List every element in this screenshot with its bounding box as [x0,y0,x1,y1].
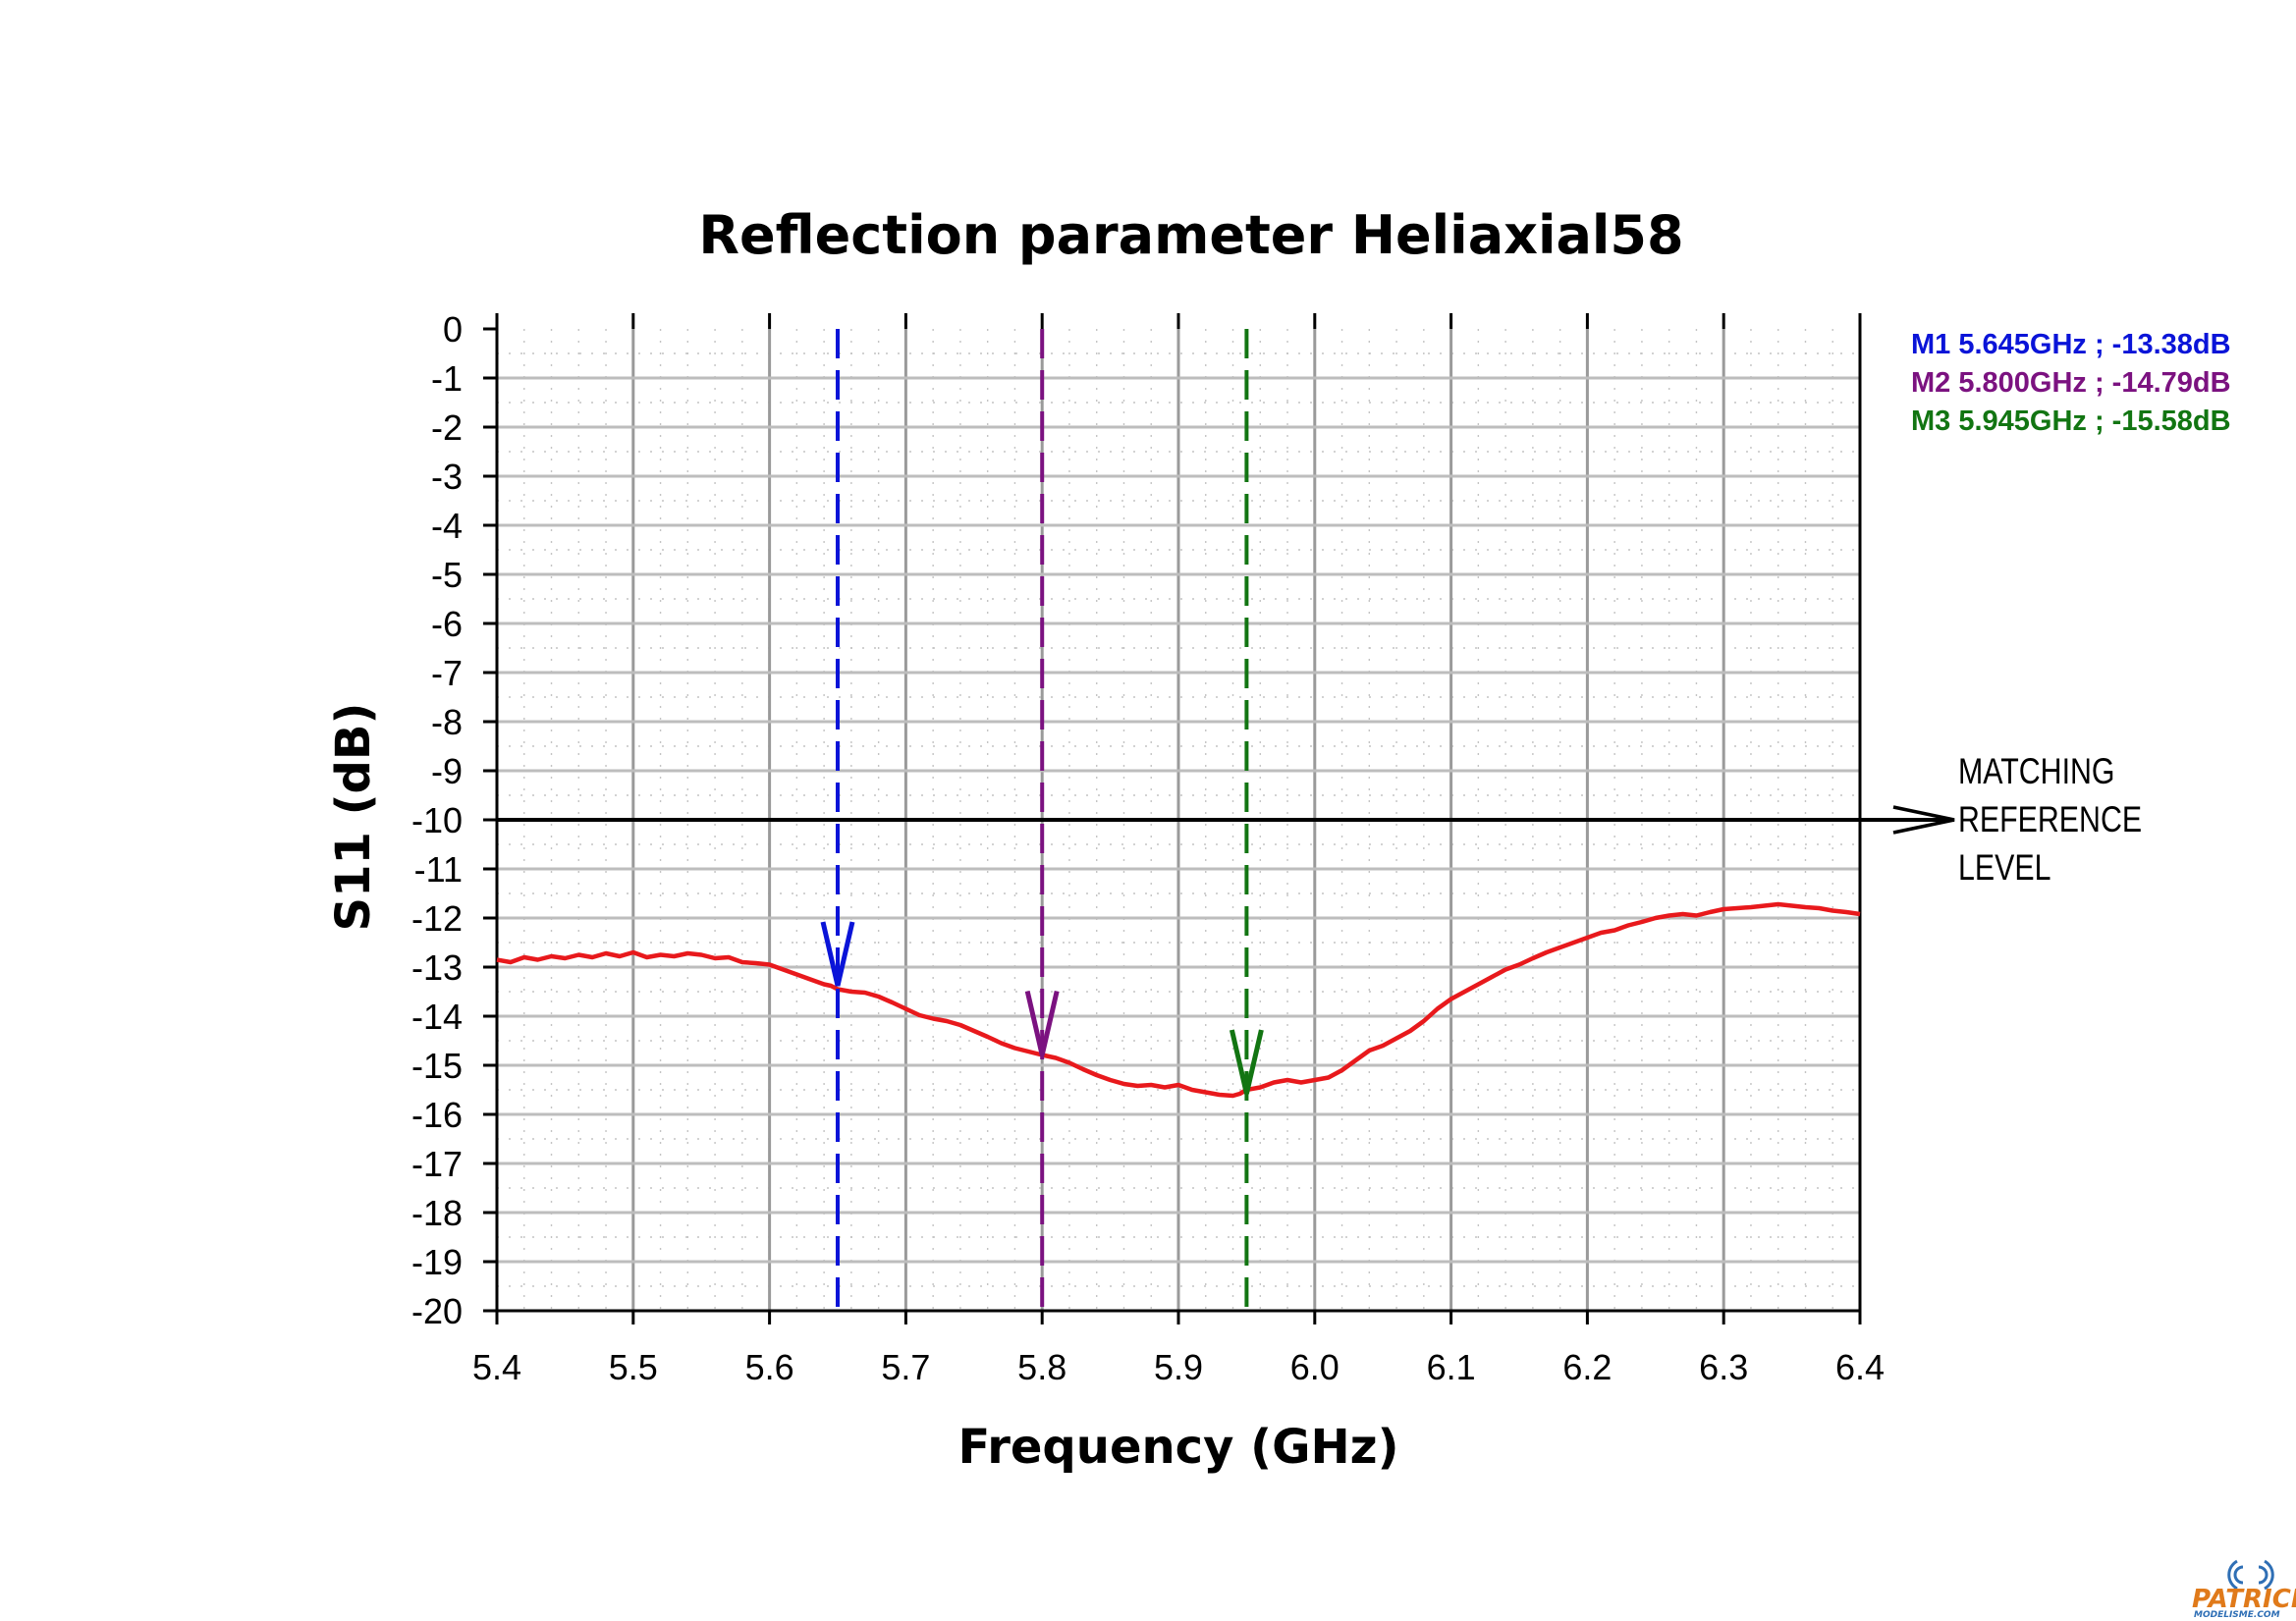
y-tick-label: -13 [411,947,463,988]
x-tick-label: 5.5 [609,1347,658,1387]
marker-label-m3: M3 5.945GHz ; -15.58dB [1911,405,2231,437]
y-tick-label: 0 [443,309,463,350]
reference-label-line: LEVEL [1958,847,2050,889]
series-line [496,901,1861,1099]
y-tick-label: -1 [431,358,463,399]
x-axis-title: Frequency (GHz) [957,1420,1398,1475]
y-tick-label: -20 [411,1291,463,1331]
x-tick-label: 5.6 [745,1347,794,1387]
x-tick-label: 5.4 [472,1347,521,1387]
chart-title: Reflection parameter Heliaxial58 [698,204,1683,266]
logo-subtitle: MODELISME.COM [2194,1610,2280,1620]
y-tick-label: -19 [411,1242,463,1282]
x-tick-label: 6.4 [1835,1347,1885,1387]
y-tick-label: -7 [431,653,463,693]
y-tick-label: -4 [431,506,463,546]
x-tick-label: 5.9 [1154,1347,1203,1387]
x-tick-label: 5.7 [881,1347,930,1387]
reference-arrow-icon [1892,805,1955,835]
reference-label: MATCHING REFERENCE LEVEL [1958,751,2142,889]
reference-label-line: MATCHING [1958,751,2115,792]
y-tick-label: -10 [411,800,463,840]
marker-label-m1: M1 5.645GHz ; -13.38dB [1911,329,2231,360]
y-tick-label: -12 [411,898,463,939]
x-tick-label: 6.1 [1427,1347,1476,1387]
marker-label-m2: M2 5.800GHz ; -14.79dB [1911,367,2231,399]
marker-arrow-icon [820,921,855,987]
marker-arrow-icon [1229,1029,1264,1095]
x-tick-label: 6.3 [1699,1347,1748,1387]
y-tick-label: -15 [411,1046,463,1086]
y-tick-label: -9 [431,751,463,791]
plot-area: 5.4 5.5 5.6 5.7 5.8 5.9 6.0 6.1 6.2 6.3 6.4 0 -1 -2 -3… [411,309,1955,1387]
brand-logo: PATRICK MODELISME.COM [2192,1559,2296,1620]
marker-legend: M1 5.645GHz ; -13.38dB M2 5.800GHz ; -14.… [1911,329,2231,437]
y-tick-label: -6 [431,604,463,644]
y-axis-title: S11 (dB) [326,703,381,932]
reference-label-line: REFERENCE [1958,799,2142,840]
y-tick-label: -17 [411,1144,463,1184]
y-tick-label: -8 [431,702,463,742]
y-tick-label: -18 [411,1193,463,1233]
signal-waves-icon [2227,1559,2274,1591]
y-tick-label: -2 [431,407,463,448]
major-grid [497,329,1860,1311]
y-tick-label: -11 [414,849,463,890]
y-tick-label: -16 [411,1095,463,1135]
y-tick-label: -3 [431,457,463,497]
y-tick-label: -14 [411,997,463,1037]
y-tick-label: -5 [431,555,463,595]
x-tick-label: 6.0 [1290,1347,1339,1387]
x-tick-label: 6.2 [1562,1347,1612,1387]
marker-arrow-icon [1024,990,1060,1056]
logo-wordmark: PATRICK [2192,1585,2296,1614]
x-tick-label: 5.8 [1017,1347,1066,1387]
